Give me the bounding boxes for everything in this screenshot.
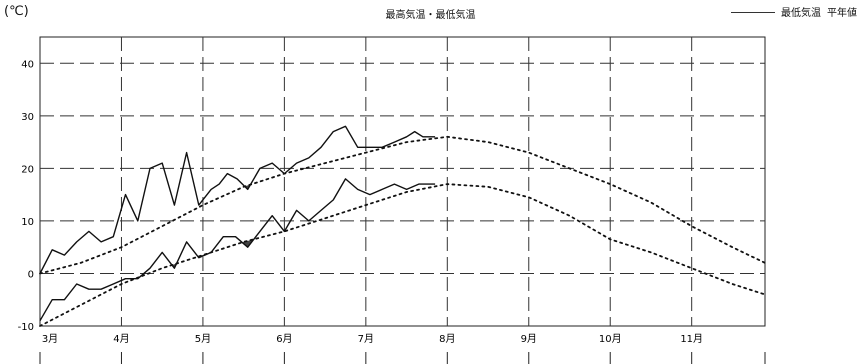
x-tick-label: 6月 — [276, 333, 292, 345]
normal-series-line — [39, 183, 766, 327]
observed-series-line — [39, 125, 436, 274]
normal-series-line — [39, 135, 766, 275]
x-tick-label: 4月 — [113, 333, 129, 345]
x-tick-label: 11月 — [680, 333, 703, 345]
legend-entry-normal: 平年値 — [827, 8, 857, 19]
plot-frame — [39, 36, 766, 327]
x-tick-label: 7月 — [358, 333, 374, 345]
x-tick-label: 10月 — [599, 333, 622, 345]
y-tick-label: 40 — [21, 59, 34, 70]
x-tick-label: 9月 — [521, 333, 537, 345]
legend: 最低気温 平年値 — [731, 4, 857, 19]
y-tick-label: -10 — [18, 322, 34, 333]
chart-title: 最高気温・最低気温 — [385, 10, 476, 21]
x-tick-label: 5月 — [195, 333, 211, 345]
below-normal-shading — [242, 239, 254, 248]
x-tick-label: 3月 — [42, 333, 58, 345]
observed-series-line — [39, 178, 436, 322]
y-tick-label: 10 — [21, 217, 34, 228]
legend-entry-min-temp: 最低気温 — [781, 8, 821, 19]
legend-line-sample — [731, 11, 775, 13]
x-tick-label: 8月 — [439, 333, 455, 345]
y-tick-label: 0 — [28, 269, 34, 280]
y-tick-label: 30 — [21, 112, 34, 123]
y-tick-label: 20 — [21, 164, 34, 175]
y-axis-unit: (℃) — [4, 4, 29, 19]
